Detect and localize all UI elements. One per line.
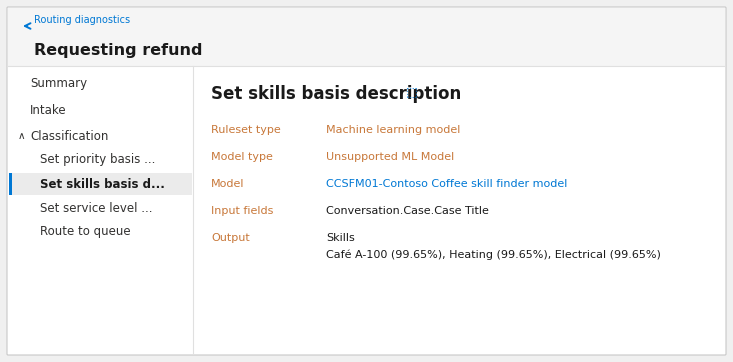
Text: Requesting refund: Requesting refund	[34, 42, 202, 58]
Text: Intake: Intake	[30, 104, 67, 117]
Text: ∧: ∧	[18, 131, 26, 141]
Text: Summary: Summary	[30, 77, 87, 90]
Text: Output: Output	[211, 233, 250, 243]
Text: Set skills basis description: Set skills basis description	[211, 85, 461, 103]
FancyBboxPatch shape	[7, 7, 726, 355]
Bar	[9, 173, 12, 195]
Bar	[8, 66, 193, 354]
Text: Route to queue: Route to queue	[40, 226, 130, 239]
Text: Café A-100 (99.65%), Heating (99.65%), Electrical (99.65%): Café A-100 (99.65%), Heating (99.65%), E…	[326, 250, 661, 260]
Text: Skills: Skills	[326, 233, 355, 243]
Text: Model: Model	[211, 179, 245, 189]
Text: Set priority basis ...: Set priority basis ...	[40, 153, 155, 167]
Text: Set service level ...: Set service level ...	[40, 202, 152, 215]
Text: Conversation.Case.Case Title: Conversation.Case.Case Title	[326, 206, 489, 216]
Text: ⬚: ⬚	[405, 85, 417, 98]
Bar	[9, 173, 192, 195]
Text: Routing diagnostics: Routing diagnostics	[34, 15, 130, 25]
Text: Model type: Model type	[211, 152, 273, 162]
Text: Ruleset type: Ruleset type	[211, 125, 281, 135]
Bar	[8, 8, 725, 66]
Text: Set skills basis d...: Set skills basis d...	[40, 177, 165, 190]
Text: Input fields: Input fields	[211, 206, 273, 216]
Text: Unsupported ML Model: Unsupported ML Model	[326, 152, 454, 162]
Text: CCSFM01-Contoso Coffee skill finder model: CCSFM01-Contoso Coffee skill finder mode…	[326, 179, 567, 189]
Text: Classification: Classification	[30, 130, 108, 143]
Text: Machine learning model: Machine learning model	[326, 125, 460, 135]
